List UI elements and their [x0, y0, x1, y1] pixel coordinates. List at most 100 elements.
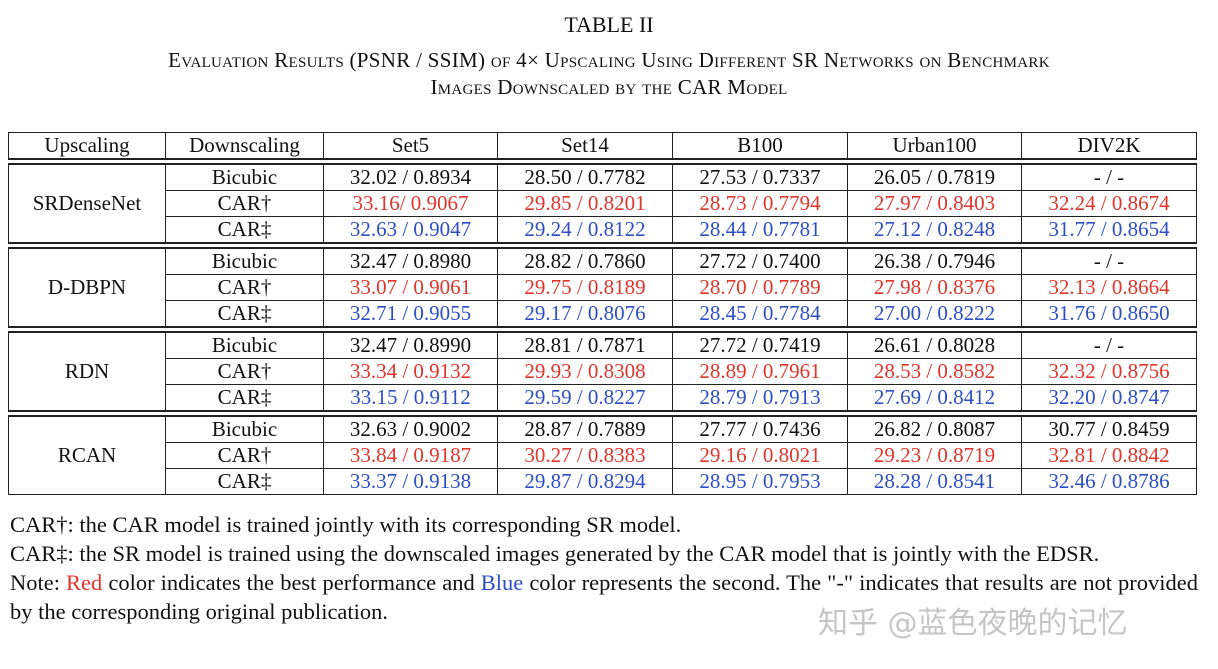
downscaling-cell: CAR†	[165, 190, 324, 217]
downscaling-cell: CAR‡	[165, 384, 324, 414]
upscaling-cell: RCAN	[8, 410, 166, 495]
result-cell: 32.71 / 0.9055	[323, 300, 498, 330]
result-cell: - / -	[1021, 326, 1197, 359]
note-blue: Blue	[480, 570, 524, 595]
result-cell: 27.00 / 0.8222	[847, 300, 1022, 330]
downscaling-cell: CAR‡	[165, 468, 324, 495]
result-cell: 26.05 / 0.7819	[847, 158, 1022, 191]
downscaling-cell: CAR†	[165, 274, 324, 301]
result-cell: 32.46 / 0.8786	[1021, 468, 1197, 495]
upscaling-cell: SRDenseNet	[8, 158, 166, 246]
downscaling-cell: CAR‡	[165, 216, 324, 246]
result-cell: 26.38 / 0.7946	[847, 242, 1022, 275]
result-cell: 28.45 / 0.7784	[672, 300, 848, 330]
table-row: CAR† 33.84 / 0.9187 30.27 / 0.8383 29.16 / …	[9, 442, 1197, 469]
column-header: DIV2K	[1021, 132, 1197, 162]
note-text: Note:	[10, 570, 67, 595]
notes: CAR†: the CAR model is trained jointly w…	[10, 510, 1198, 626]
result-cell: 31.76 / 0.8650	[1021, 300, 1197, 330]
footnote: CAR‡: the SR model is trained using the …	[10, 541, 1100, 566]
results-table: Upscaling Downscaling Set5 Set14 B100 Urban10…	[8, 132, 1197, 495]
table-row: D-DBPN Bicubic 32.47 / 0.8980 28.82 / 0.786…	[8, 242, 1197, 330]
result-cell: 29.24 / 0.8122	[497, 216, 673, 246]
downscaling-cell: Bicubic	[165, 158, 324, 191]
result-cell: 29.85 / 0.8201	[497, 190, 673, 217]
result-cell: 32.63 / 0.9047	[323, 216, 498, 246]
table-row: CAR‡ 33.15 / 0.9112 29.59 / 0.8227 28.79 / …	[9, 384, 1197, 414]
downscaling-cell: CAR†	[165, 358, 324, 385]
result-cell: 32.63 / 0.9002	[323, 410, 498, 443]
result-cell: 31.77 / 0.8654	[1021, 216, 1197, 246]
result-cell: 29.23 / 0.8719	[847, 442, 1022, 469]
result-cell: 29.17 / 0.8076	[497, 300, 673, 330]
result-cell: 27.72 / 0.7419	[672, 326, 848, 359]
downscaling-cell: Bicubic	[165, 410, 324, 443]
result-cell: 26.82 / 0.8087	[847, 410, 1022, 443]
downscaling-cell: Bicubic	[165, 242, 324, 275]
result-cell: 32.32 / 0.8756	[1021, 358, 1197, 385]
result-cell: 32.81 / 0.8842	[1021, 442, 1197, 469]
table-row: CAR‡ 33.37 / 0.9138 29.87 / 0.8294 28.95 / …	[9, 468, 1197, 495]
result-cell: 33.15 / 0.9112	[323, 384, 498, 414]
upscaling-cell: D-DBPN	[8, 242, 166, 330]
footnote: CAR†: the CAR model is trained jointly w…	[10, 512, 682, 537]
caption: Evaluation Results (PSNR / SSIM) of 4× U…	[168, 48, 1050, 72]
note-text: color represents the second. The "-" ind…	[10, 570, 1199, 624]
result-cell: 32.24 / 0.8674	[1021, 190, 1197, 217]
result-cell: 27.69 / 0.8412	[847, 384, 1022, 414]
result-cell: 29.59 / 0.8227	[497, 384, 673, 414]
result-cell: 28.79 / 0.7913	[672, 384, 848, 414]
downscaling-cell: Bicubic	[165, 326, 324, 359]
column-header: Set14	[497, 132, 673, 162]
table-row: SRDenseNet Bicubic 32.02 / 0.8934 28.50 / 0…	[8, 158, 1197, 246]
result-cell: 28.53 / 0.8582	[847, 358, 1022, 385]
table-row: CAR† 33.34 / 0.9132 29.93 / 0.8308 28.89 / …	[9, 358, 1197, 385]
result-cell: 30.27 / 0.8383	[497, 442, 673, 469]
result-cell: 29.16 / 0.8021	[672, 442, 848, 469]
result-cell: 27.53 / 0.7337	[672, 158, 848, 191]
result-cell: 29.93 / 0.8308	[497, 358, 673, 385]
header-row: Upscaling Downscaling Set5 Set14 B100 Urban10…	[8, 132, 1197, 162]
table-row: CAR‡ 32.71 / 0.9055 29.17 / 0.8076 28.45 / …	[9, 300, 1197, 330]
result-cell: 32.47 / 0.8990	[323, 326, 498, 359]
result-cell: 28.81 / 0.7871	[497, 326, 673, 359]
result-cell: 33.16/ 0.9067	[323, 190, 498, 217]
note-red: Red	[66, 570, 103, 595]
table-row: CAR† 33.07 / 0.9061 29.75 / 0.8189 28.70 / …	[9, 274, 1197, 301]
result-cell: 27.97 / 0.8403	[847, 190, 1022, 217]
result-cell: - / -	[1021, 242, 1197, 275]
table-row: CAR† 33.16/ 0.9067 29.85 / 0.8201 28.73 / 0…	[9, 190, 1197, 217]
result-cell: 28.44 / 0.7781	[672, 216, 848, 246]
result-cell: 32.47 / 0.8980	[323, 242, 498, 275]
result-cell: 32.20 / 0.8747	[1021, 384, 1197, 414]
result-cell: 27.98 / 0.8376	[847, 274, 1022, 301]
result-cell: 28.50 / 0.7782	[497, 158, 673, 191]
result-cell: 29.75 / 0.8189	[497, 274, 673, 301]
result-cell: 27.77 / 0.7436	[672, 410, 848, 443]
downscaling-cell: CAR†	[165, 442, 324, 469]
result-cell: 27.12 / 0.8248	[847, 216, 1022, 246]
result-cell: 28.95 / 0.7953	[672, 468, 848, 495]
result-cell: 28.89 / 0.7961	[672, 358, 848, 385]
result-cell: 33.37 / 0.9138	[323, 468, 498, 495]
result-cell: 33.34 / 0.9132	[323, 358, 498, 385]
note-text: color indicates the best performance and	[102, 570, 481, 595]
column-header: Upscaling	[8, 132, 166, 162]
result-cell: 28.28 / 0.8541	[847, 468, 1022, 495]
result-cell: 32.02 / 0.8934	[323, 158, 498, 191]
table-row: RDN Bicubic 32.47 / 0.8990 28.81 / 0.7871 27…	[8, 326, 1197, 414]
note: Note: Red color indicates the best perfo…	[10, 568, 1198, 626]
column-header: Downscaling	[165, 132, 324, 162]
result-cell: 28.70 / 0.7789	[672, 274, 848, 301]
column-header: Set5	[323, 132, 498, 162]
result-cell: 33.07 / 0.9061	[323, 274, 498, 301]
result-cell: 26.61 / 0.8028	[847, 326, 1022, 359]
column-header: B100	[672, 132, 848, 162]
table-row: RCAN Bicubic 32.63 / 0.9002 28.87 / 0.7889 2…	[8, 410, 1197, 495]
result-cell: 29.87 / 0.8294	[497, 468, 673, 495]
result-cell: - / -	[1021, 158, 1197, 191]
result-cell: 30.77 / 0.8459	[1021, 410, 1197, 443]
watermark: 知乎 @蓝色夜晚的记忆	[818, 606, 1128, 641]
table-label: TABLE II	[564, 12, 654, 37]
